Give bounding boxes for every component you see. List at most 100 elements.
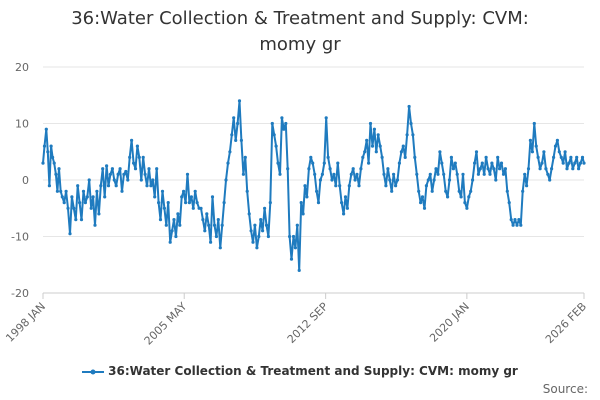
x-tick-label: 1998 JAN bbox=[3, 300, 48, 345]
data-point bbox=[320, 172, 324, 176]
data-point bbox=[64, 189, 68, 193]
data-point bbox=[392, 172, 396, 176]
data-point bbox=[124, 169, 128, 174]
data-point bbox=[395, 178, 400, 182]
data-point bbox=[46, 150, 50, 154]
data-point bbox=[388, 178, 392, 182]
data-point bbox=[220, 223, 224, 227]
data-point bbox=[365, 138, 369, 142]
data-point bbox=[419, 201, 423, 205]
series-line bbox=[42, 99, 585, 272]
chart-title: 36:Water Collection & Treatment and Supp… bbox=[71, 8, 529, 55]
data-point bbox=[555, 138, 560, 142]
data-point bbox=[415, 172, 419, 176]
data-point bbox=[409, 121, 413, 126]
data-point bbox=[42, 144, 47, 148]
data-point bbox=[446, 195, 450, 199]
data-point bbox=[550, 167, 554, 171]
data-point bbox=[168, 240, 172, 244]
data-point bbox=[143, 172, 147, 176]
data-point bbox=[411, 133, 415, 137]
data-point bbox=[249, 229, 253, 233]
data-point bbox=[316, 201, 321, 205]
data-point bbox=[571, 167, 575, 171]
data-point bbox=[178, 223, 182, 227]
data-point bbox=[370, 144, 375, 148]
data-point bbox=[126, 178, 130, 182]
data-point bbox=[174, 234, 178, 239]
data-point bbox=[349, 172, 353, 176]
data-point bbox=[471, 178, 475, 182]
data-point bbox=[515, 223, 519, 227]
data-point bbox=[116, 172, 120, 176]
data-point bbox=[476, 172, 480, 176]
data-point bbox=[226, 161, 230, 165]
series-layer bbox=[41, 99, 586, 272]
data-point bbox=[311, 161, 315, 165]
data-point bbox=[374, 150, 378, 154]
data-point bbox=[442, 172, 446, 176]
data-point bbox=[243, 155, 247, 159]
data-point bbox=[494, 178, 498, 182]
data-point bbox=[253, 223, 257, 227]
legend[interactable]: 36:Water Collection & Treatment and Supp… bbox=[0, 364, 600, 378]
data-point bbox=[122, 172, 126, 176]
data-point bbox=[455, 172, 459, 176]
data-point bbox=[120, 189, 124, 193]
y-tick-label: 20 bbox=[15, 61, 29, 74]
data-point bbox=[432, 178, 436, 182]
data-point bbox=[135, 144, 139, 148]
data-point bbox=[486, 167, 490, 171]
data-point bbox=[313, 172, 317, 176]
data-point bbox=[89, 206, 93, 210]
data-point bbox=[534, 144, 538, 148]
data-point bbox=[189, 195, 193, 199]
data-point bbox=[286, 167, 290, 171]
data-point bbox=[372, 127, 376, 131]
data-point bbox=[272, 133, 276, 137]
data-point bbox=[264, 223, 269, 227]
data-point bbox=[62, 201, 66, 205]
data-point bbox=[405, 133, 409, 137]
data-point bbox=[328, 167, 332, 171]
data-point bbox=[278, 172, 282, 176]
data-point bbox=[193, 189, 197, 193]
data-point bbox=[509, 218, 513, 222]
data-point bbox=[417, 189, 421, 193]
data-point bbox=[293, 246, 297, 250]
data-point bbox=[184, 201, 188, 205]
data-point bbox=[185, 172, 190, 176]
data-point bbox=[548, 178, 552, 182]
data-point bbox=[498, 167, 502, 171]
data-point bbox=[170, 229, 174, 233]
data-point bbox=[70, 195, 74, 199]
data-point bbox=[106, 184, 111, 188]
data-point bbox=[266, 234, 270, 239]
data-point bbox=[503, 167, 507, 171]
data-point bbox=[103, 195, 107, 199]
data-point bbox=[482, 172, 486, 176]
data-point bbox=[478, 167, 482, 171]
data-point bbox=[575, 155, 579, 159]
data-point bbox=[81, 189, 86, 193]
data-point bbox=[422, 206, 427, 210]
data-point bbox=[201, 218, 205, 222]
data-point bbox=[305, 195, 309, 199]
data-point bbox=[357, 184, 361, 188]
legend-series-icon bbox=[82, 369, 105, 374]
data-point bbox=[582, 161, 586, 165]
data-point bbox=[141, 155, 145, 159]
data-point bbox=[573, 161, 577, 165]
data-point bbox=[176, 212, 180, 216]
data-point bbox=[280, 116, 284, 120]
data-point bbox=[440, 161, 444, 165]
data-point bbox=[552, 155, 556, 159]
data-point bbox=[523, 172, 527, 176]
data-point bbox=[436, 172, 440, 176]
data-point bbox=[334, 184, 338, 188]
data-point bbox=[241, 172, 245, 176]
data-point bbox=[74, 218, 78, 222]
data-point bbox=[542, 150, 546, 154]
data-point bbox=[532, 121, 536, 126]
data-point bbox=[513, 218, 517, 222]
